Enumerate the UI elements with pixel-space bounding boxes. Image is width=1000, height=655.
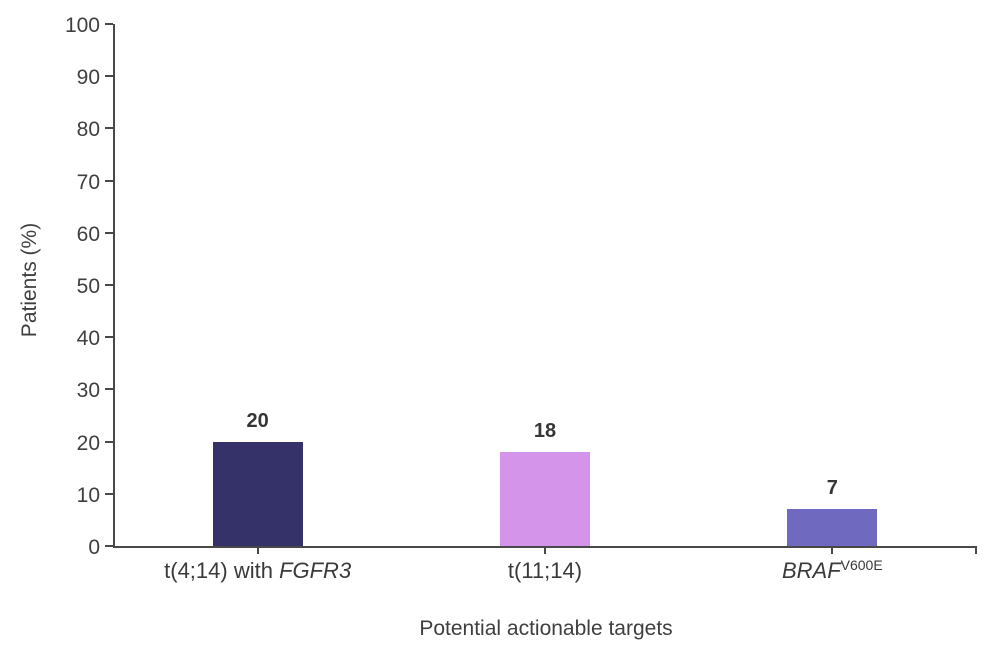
y-tick-mark: [105, 492, 113, 495]
x-tick-mark: [256, 548, 259, 554]
y-tick-label: 10: [76, 483, 100, 507]
category-label-part: t(4;14) with: [164, 558, 280, 583]
category-label: BRAFV600E: [672, 557, 992, 584]
x-axis-title: Potential actionable targets: [419, 617, 673, 640]
category-label-part: FGFR3: [279, 558, 352, 583]
y-tick-label: 40: [76, 327, 100, 351]
y-tick-mark: [105, 440, 113, 443]
category-label: t(11;14): [385, 558, 705, 584]
bar-t(4;14) with FGFR3: [212, 441, 303, 546]
y-tick-label: 90: [76, 66, 100, 90]
y-tick-label: 70: [76, 170, 100, 194]
y-tick-mark: [105, 179, 113, 182]
y-tick-mark: [105, 284, 113, 286]
y-tick-mark: [105, 75, 113, 78]
bar-t(11;14): [500, 452, 590, 546]
bar-value-label: 18: [533, 420, 557, 443]
y-axis-line: [113, 24, 115, 548]
category-label-part: BRAF: [781, 558, 841, 583]
category-label-part: t(11;14): [507, 558, 583, 583]
y-tick-mark: [105, 231, 113, 234]
y-tick-label: 60: [76, 222, 100, 246]
y-tick-mark: [105, 388, 113, 391]
y-tick-label: 20: [76, 431, 100, 455]
bar-BRAFV600E: [787, 509, 878, 546]
y-tick-mark: [105, 336, 113, 339]
y-tick-label: 50: [76, 275, 100, 298]
bar-value-label: 7: [826, 477, 838, 500]
y-tick-mark: [105, 127, 113, 130]
x-tick-mark: [544, 548, 546, 554]
category-label: t(4;14) with FGFR3: [98, 558, 418, 584]
y-tick-mark: [105, 23, 113, 25]
x-tick-mark: [831, 548, 834, 554]
y-tick-mark: [105, 545, 113, 547]
y-tick-label: 100: [64, 14, 100, 37]
y-tick-label: 80: [76, 118, 100, 142]
x-axis-line: [113, 546, 977, 548]
category-label-part: V600E: [840, 557, 883, 573]
bar-value-label: 20: [246, 409, 269, 432]
x-axis-end-tick: [975, 546, 977, 554]
y-tick-label: 0: [88, 536, 100, 559]
y-tick-label: 30: [76, 379, 100, 403]
